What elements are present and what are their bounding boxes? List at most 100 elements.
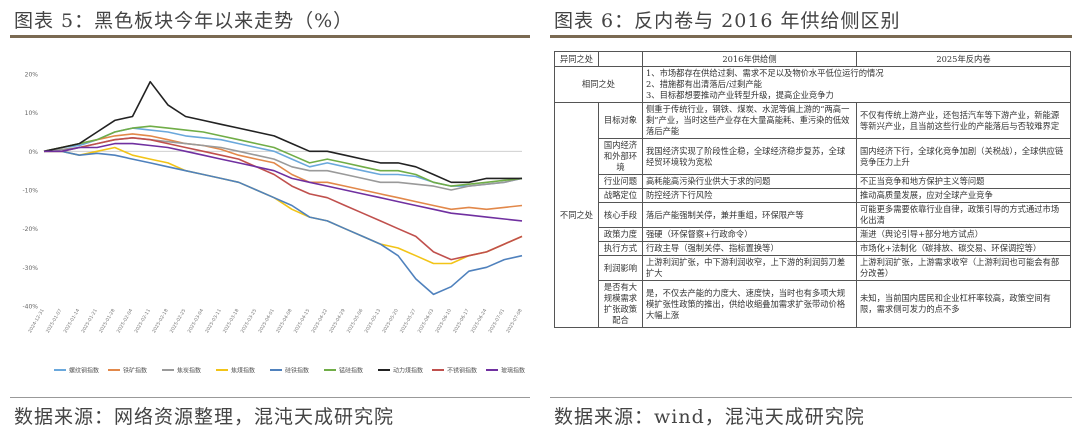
aspect-cell: 政策力度 bbox=[598, 227, 643, 242]
series-line bbox=[44, 146, 523, 265]
x-tick-label: 2025-07-08 bbox=[505, 308, 524, 334]
aspect-cell: 利润影响 bbox=[598, 255, 643, 281]
y-tick-label: 20% bbox=[25, 72, 39, 79]
same-point-3: 3、目标都想要推动产业转型升级，提高企业竞争力 bbox=[646, 90, 834, 100]
x-tick-label: 2025-04-08 bbox=[275, 308, 294, 334]
x-tick-label: 2024-12-31 bbox=[27, 308, 46, 334]
cell-2025: 上游利润扩张，上游需求收窄（上游利润也可能会有部分改善） bbox=[856, 255, 1071, 281]
cell-2016: 高耗能高污染行业供大于求的问题 bbox=[642, 174, 857, 189]
cell-2016: 落后产能强制关停，兼并重组，环保限产等 bbox=[642, 202, 857, 228]
y-tick-label: -20% bbox=[22, 226, 38, 233]
same-row: 相同之处 1、市场都存在供给过剩、需求不足以及物价水平低位运行的情况 2、措施都… bbox=[554, 66, 1071, 103]
black-sector-line-chart: 20%10%0%-10%-20%-30%-40%2024-12-31 2025-0… bbox=[22, 72, 525, 375]
cell-2016: 上游利润扩张，中下游利润收窄，上下游的利润剪刀差扩大 bbox=[642, 255, 857, 281]
x-tick-label: 2025-02-18 bbox=[151, 308, 170, 334]
series-line bbox=[44, 150, 523, 296]
legend-entry: 铁矿指数 bbox=[123, 366, 147, 374]
table-header-row: 异同之处 2016年供给侧 2025年反内卷 bbox=[554, 51, 1071, 67]
series-line bbox=[43, 133, 523, 211]
header-aspect: 异同之处 bbox=[554, 51, 599, 67]
x-tick-label: 2025-05-13 bbox=[364, 308, 383, 334]
same-point-2: 2、措施都有出清落后/过剩产能 bbox=[646, 79, 762, 89]
right-title-rule bbox=[550, 35, 1072, 38]
x-tick-label: 2025-06-10 bbox=[434, 308, 453, 334]
legend-entry: 螺纹钢指数 bbox=[69, 366, 99, 374]
right-figure-title: 图表 6：反内卷与 2016 年供给侧区别 bbox=[554, 10, 901, 32]
cell-2025: 未知，当前国内居民和企业杠杆率较高，政策空间有限，需求侧可发力的点不多 bbox=[856, 280, 1071, 328]
same-label: 相同之处 bbox=[554, 66, 643, 103]
y-tick-label: 0% bbox=[28, 149, 38, 156]
x-tick-label: 2025-01-07 bbox=[45, 308, 64, 334]
same-points: 1、市场都存在供给过剩、需求不足以及物价水平低位运行的情况 2、措施都有出清落后… bbox=[642, 66, 1071, 103]
x-tick-label: 2025-06-03 bbox=[417, 308, 436, 334]
aspect-cell: 目标对象 bbox=[598, 102, 643, 139]
x-tick-label: 2025-05-06 bbox=[346, 308, 365, 334]
aspect-cell: 战略定位 bbox=[598, 188, 643, 203]
table-row: 是否有大规模需求扩张政策配合 是，不仅去产能的力度大、速度快，当时也有多项大规模… bbox=[555, 280, 1071, 328]
table-row: 不同之处 目标对象 侧重于传统行业，钢铁、煤炭、水泥等偏上游的“两高一剩”产业，… bbox=[554, 102, 1071, 328]
left-figure-title: 图表 5：黑色板块今年以来走势（%） bbox=[14, 10, 354, 32]
table-row: 核心手段 落后产能强制关停，兼并重组，环保限产等 可能更多需要依靠行业自律，政策… bbox=[555, 202, 1071, 228]
legend-entry: 不锈钢指数 bbox=[447, 366, 477, 374]
cell-2025: 不正当竞争和地方保护主义等问题 bbox=[856, 174, 1071, 189]
series-line bbox=[44, 142, 523, 222]
legend-entry: 硅铁指数 bbox=[285, 366, 309, 374]
x-tick-label: 2025-04-29 bbox=[328, 308, 347, 334]
header-empty bbox=[598, 51, 643, 67]
x-tick-label: 2025-02-04 bbox=[116, 308, 135, 334]
left-title-rule bbox=[10, 35, 530, 38]
table-row: 行业问题 高耗能高污染行业供大于求的问题 不正当竞争和地方保护主义等问题 bbox=[555, 174, 1071, 189]
x-tick-label: 2025-03-18 bbox=[222, 308, 241, 334]
x-tick-label: 2025-03-25 bbox=[240, 308, 259, 334]
y-tick-label: -10% bbox=[22, 188, 38, 195]
table-row: 利润影响 上游利润扩张，中下游利润收窄，上下游的利润剪刀差扩大 上游利润扩张，上… bbox=[555, 255, 1071, 281]
table-row: 政策力度 强硬（环保督察+行政命令） 渐进（舆论引导+部分地方试点） bbox=[555, 227, 1071, 242]
series-line bbox=[43, 125, 523, 187]
diff-label: 不同之处 bbox=[554, 102, 599, 328]
aspect-cell: 核心手段 bbox=[598, 202, 643, 228]
series-line bbox=[44, 137, 523, 261]
x-tick-label: 2025-07-01 bbox=[487, 308, 506, 334]
legend-entry: 玻璃指数 bbox=[501, 366, 525, 374]
right-source-rule bbox=[550, 397, 1072, 398]
x-tick-label: 2025-02-11 bbox=[133, 308, 152, 334]
cell-2025: 渐进（舆论引导+部分地方试点） bbox=[856, 227, 1071, 242]
legend-entry: 动力煤指数 bbox=[393, 366, 423, 374]
same-point-1: 1、市场都存在供给过剩、需求不足以及物价水平低位运行的情况 bbox=[646, 68, 884, 78]
aspect-cell: 执行方式 bbox=[598, 241, 643, 256]
x-tick-label: 2025-05-27 bbox=[399, 308, 418, 334]
x-tick-label: 2025-06-24 bbox=[470, 308, 489, 334]
x-tick-label: 2025-01-28 bbox=[98, 308, 117, 334]
aspect-cell: 行业问题 bbox=[598, 174, 643, 189]
cell-2016: 行政主导（强制关停、指标置换等） bbox=[642, 241, 857, 256]
x-tick-label: 2025-03-11 bbox=[204, 308, 223, 334]
header-2025: 2025年反内卷 bbox=[856, 51, 1071, 67]
series-line bbox=[43, 127, 523, 187]
cell-2016: 侧重于传统行业，钢铁、煤炭、水泥等偏上游的“两高一剩”产业，当时这些产业存在大量… bbox=[642, 102, 857, 139]
cell-2025: 可能更多需要依靠行业自律，政策引导的方式通过市场化出清 bbox=[856, 202, 1071, 228]
x-tick-label: 2025-03-04 bbox=[187, 308, 206, 334]
x-tick-label: 2025-01-14 bbox=[63, 308, 82, 334]
cell-2025: 市场化+法制化（碳排放、碳交易、环保调控等） bbox=[856, 241, 1071, 256]
x-tick-label: 2025-04-15 bbox=[293, 308, 312, 334]
y-tick-label: -40% bbox=[22, 304, 38, 311]
cell-2016: 强硬（环保督察+行政命令） bbox=[642, 227, 857, 242]
cell-2025: 不仅有传统上游产业，还包括汽车等下游产业，新能源等新兴产业，且当前这些行业的产能… bbox=[856, 102, 1071, 139]
table-row: 执行方式 行政主导（强制关停、指标置换等） 市场化+法制化（碳排放、碳交易、环保… bbox=[555, 241, 1071, 256]
cell-2025: 国内经济下行，全球化竞争加剧（关税战），全球供应链竞争压力上升 bbox=[856, 138, 1071, 175]
table-row: 战略定位 防控经济下行风险 推动高质量发展，应对全球产业竞争 bbox=[555, 188, 1071, 203]
x-tick-label: 2025-02-25 bbox=[169, 308, 188, 334]
aspect-cell: 国内经济和外部环境 bbox=[598, 138, 643, 175]
x-tick-label: 2025-05-20 bbox=[381, 308, 400, 334]
legend-entry: 焦煤指数 bbox=[231, 366, 255, 374]
series-line bbox=[43, 80, 522, 184]
cell-2016: 是，不仅去产能的力度大、速度快，当时也有多项大规模扩张性政策的推出，供给收缩叠加… bbox=[642, 280, 857, 328]
y-tick-label: 10% bbox=[25, 110, 39, 117]
comparison-table: 异同之处 2016年供给侧 2025年反内卷 相同之处 1、市场都存在供给过剩、… bbox=[554, 51, 1071, 328]
cell-2016: 防控经济下行风险 bbox=[642, 188, 857, 203]
cell-2025: 推动高质量发展，应对全球产业竞争 bbox=[856, 188, 1071, 203]
left-source-note: 数据来源：网络资源整理，混沌天成研究院 bbox=[14, 406, 395, 428]
right-source-note: 数据来源：wind，混沌天成研究院 bbox=[554, 406, 865, 428]
aspect-cell: 是否有大规模需求扩张政策配合 bbox=[598, 280, 643, 328]
x-tick-label: 2025-04-22 bbox=[310, 308, 329, 334]
